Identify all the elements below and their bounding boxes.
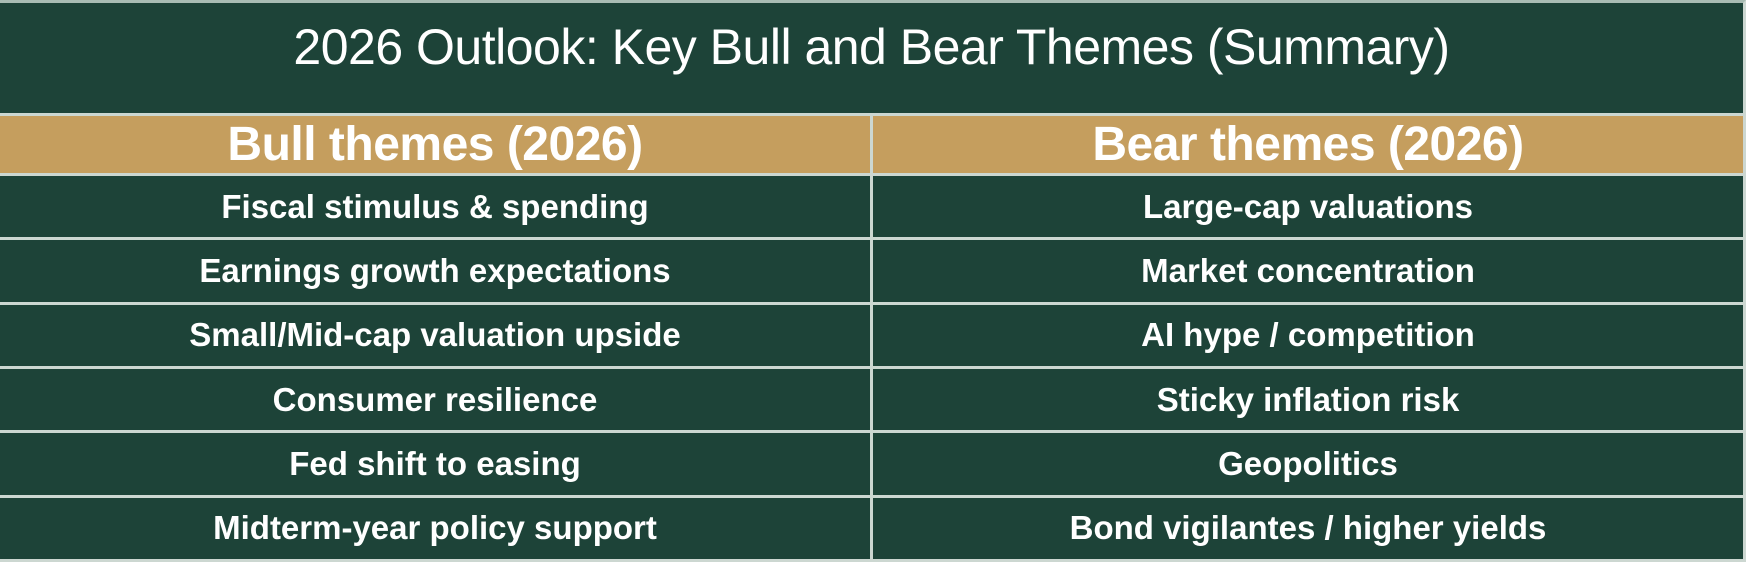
- themes-table: Bull themes (2026) Bear themes (2026) Fi…: [0, 113, 1743, 559]
- table-cell-bear-6: Bond vigilantes / higher yields: [873, 497, 1743, 559]
- table-cell-bull-4: Consumer resilience: [0, 368, 870, 431]
- table-cell-bear-1: Large-cap valuations: [873, 176, 1743, 238]
- page-title: 2026 Outlook: Key Bull and Bear Themes (…: [293, 19, 1450, 75]
- table-cell-bull-5: Fed shift to easing: [0, 433, 870, 495]
- column-header-bear-themes: Bear themes (2026): [873, 116, 1743, 173]
- table-cell-bull-1: Fiscal stimulus & spending: [0, 176, 870, 238]
- table-cell-bull-3: Small/Mid-cap valuation upside: [0, 304, 870, 366]
- table-cell-bear-2: Market concentration: [873, 240, 1743, 302]
- table-cell-bull-2: Earnings growth expectations: [0, 240, 870, 302]
- title-band: 2026 Outlook: Key Bull and Bear Themes (…: [0, 3, 1743, 113]
- column-header-bull-themes: Bull themes (2026): [0, 116, 870, 173]
- table-cell-bull-6: Midterm-year policy support: [0, 497, 870, 559]
- table-cell-bear-3: AI hype / competition: [873, 304, 1743, 366]
- table-cell-bear-5: Geopolitics: [873, 433, 1743, 495]
- table-cell-bear-4: Sticky inflation risk: [873, 368, 1743, 431]
